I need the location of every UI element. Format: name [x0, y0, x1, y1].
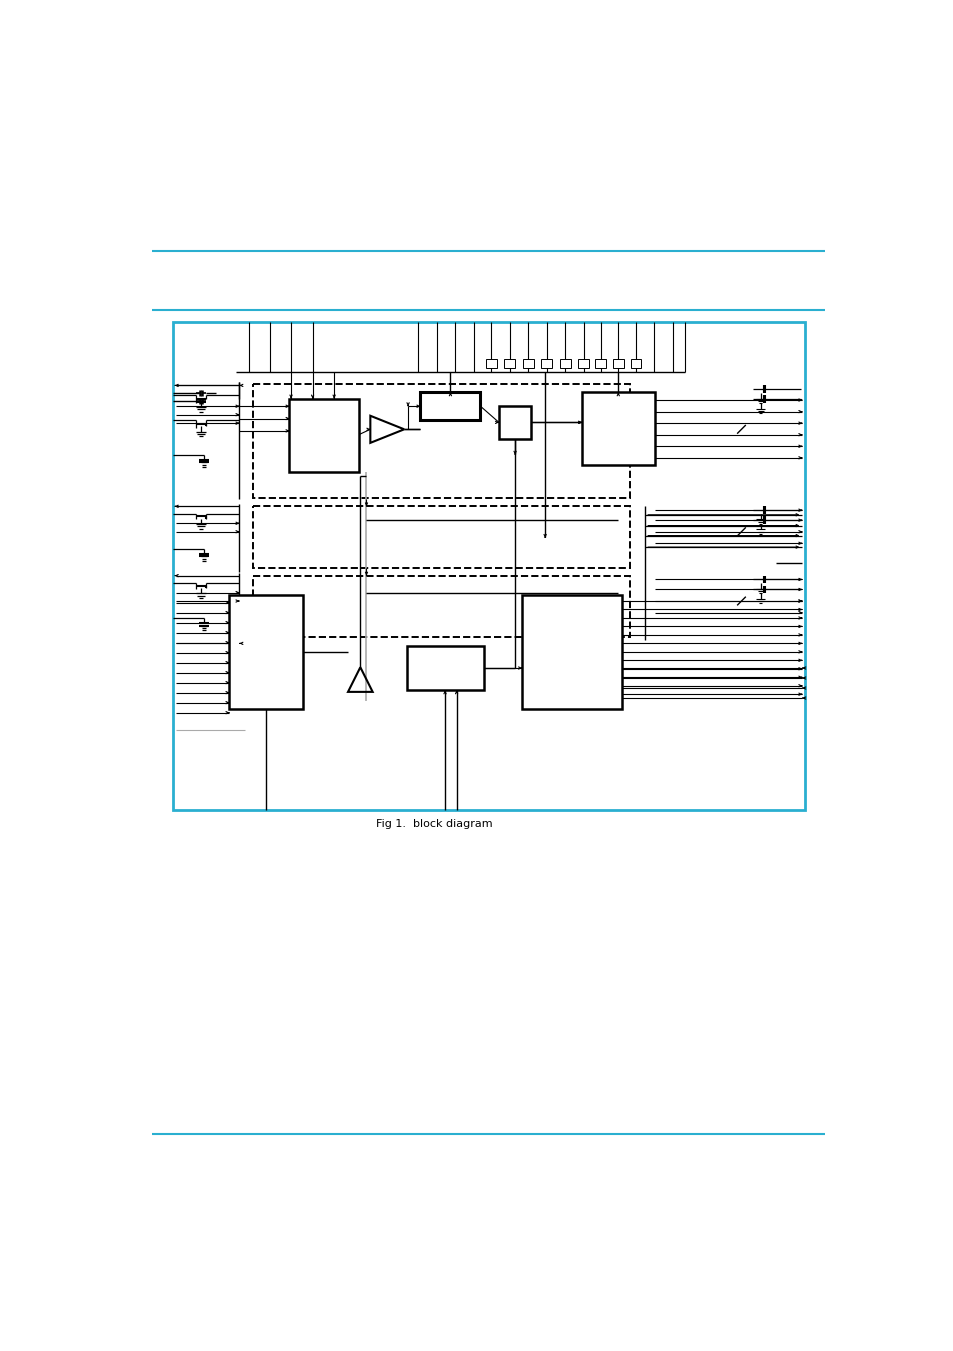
- Bar: [253, 384, 629, 497]
- Bar: [540, 359, 552, 369]
- Bar: [406, 646, 483, 690]
- Bar: [612, 359, 623, 369]
- Bar: [229, 594, 302, 709]
- Bar: [522, 359, 533, 369]
- Bar: [521, 594, 621, 709]
- Bar: [504, 359, 515, 369]
- Bar: [498, 407, 531, 439]
- Bar: [581, 392, 655, 466]
- Bar: [420, 392, 480, 420]
- Bar: [630, 359, 640, 369]
- Bar: [485, 359, 497, 369]
- Bar: [253, 507, 629, 567]
- Bar: [289, 399, 358, 471]
- Bar: [173, 322, 803, 811]
- Bar: [253, 576, 629, 638]
- Bar: [559, 359, 570, 369]
- Bar: [595, 359, 605, 369]
- Text: Fig 1.  block diagram: Fig 1. block diagram: [375, 819, 492, 830]
- Bar: [578, 359, 588, 369]
